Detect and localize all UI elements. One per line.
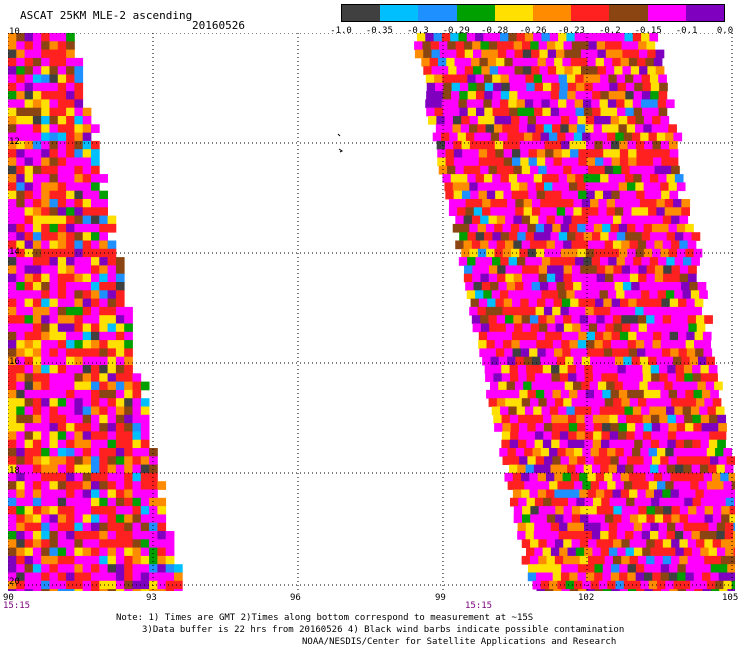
y-tick-12: 12 bbox=[9, 137, 20, 147]
legend-label-7: -0.2 bbox=[598, 26, 621, 36]
legend-labels: -1.0 -0.35 -0.3 -0.29 -0.28 -0.26 -0.23 -0.2 -0.… bbox=[330, 26, 740, 38]
legend-swatch-7 bbox=[609, 5, 648, 21]
note-line-2: 3)Data buffer is 22 hrs from 20160526 4)… bbox=[142, 625, 625, 635]
legend-label-9: -0.1 bbox=[675, 26, 698, 36]
legend-swatch-5 bbox=[533, 5, 572, 21]
legend-swatch-4 bbox=[494, 5, 534, 21]
legend-label-2: -0.3 bbox=[406, 26, 429, 36]
x-tick-93: 93 bbox=[146, 593, 157, 603]
legend-label-6: -0.23 bbox=[557, 26, 585, 36]
legend-swatch-1 bbox=[380, 5, 419, 21]
legend-swatch-9 bbox=[685, 5, 725, 21]
time-label-right: 15:15 bbox=[465, 601, 493, 611]
legend-label-4: -0.28 bbox=[481, 26, 509, 36]
legend-swatch-8 bbox=[647, 5, 686, 21]
legend-label-1: -0.35 bbox=[365, 26, 393, 36]
y-tick-16: 16 bbox=[9, 357, 20, 367]
legend-label-3: -0.29 bbox=[442, 26, 470, 36]
time-label-left: 15:15 bbox=[3, 601, 31, 611]
chart-title: ASCAT 25KM MLE-2 ascending bbox=[20, 9, 193, 22]
legend-label-5: -0.26 bbox=[519, 26, 547, 36]
x-tick-102: 102 bbox=[578, 593, 595, 603]
legend-swatch-0 bbox=[342, 5, 381, 21]
color-legend bbox=[341, 4, 725, 22]
y-tick-14: 14 bbox=[9, 247, 20, 257]
note-line-3: NOAA/NESDIS/Center for Satellite Applica… bbox=[302, 637, 617, 647]
grid-lines bbox=[8, 33, 735, 591]
chart-date: 20160526 bbox=[192, 19, 245, 32]
x-tick-99: 99 bbox=[435, 593, 446, 603]
x-tick-90: 90 bbox=[3, 593, 14, 603]
legend-swatch-3 bbox=[456, 5, 495, 21]
y-tick-10: 10 bbox=[9, 27, 20, 37]
legend-swatch-2 bbox=[418, 5, 457, 21]
note-line-1: Note: 1) Times are GMT 2)Times along bot… bbox=[116, 613, 534, 623]
y-tick-18: 18 bbox=[9, 466, 20, 476]
y-tick-20: 20 bbox=[9, 577, 20, 587]
x-tick-96: 96 bbox=[290, 593, 301, 603]
legend-label-0: -1.0 bbox=[330, 26, 352, 36]
swath-map bbox=[8, 33, 735, 591]
legend-label-8: -0.15 bbox=[634, 26, 662, 36]
swath-cells bbox=[8, 33, 735, 591]
legend-label-10: 0.0 bbox=[716, 26, 734, 36]
legend-swatch-6 bbox=[571, 5, 610, 21]
island-coastline bbox=[337, 133, 343, 153]
x-tick-105: 105 bbox=[722, 593, 739, 603]
